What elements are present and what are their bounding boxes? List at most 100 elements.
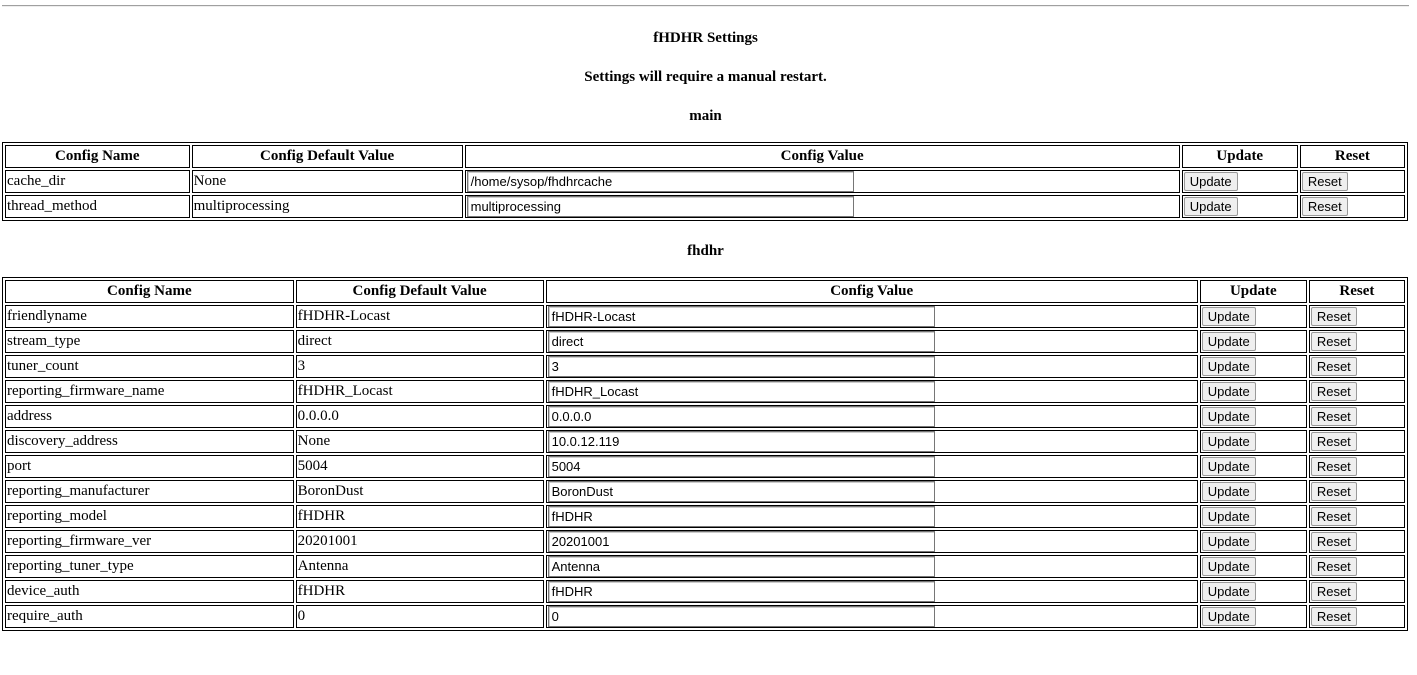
config-value-input[interactable]: fHDHR-Locast <box>547 306 935 327</box>
update-button[interactable]: Update <box>1201 507 1256 526</box>
config-value-input[interactable]: 5004 <box>547 456 935 477</box>
column-header: Config Value <box>464 145 1180 168</box>
config-value-input[interactable]: fHDHR <box>547 506 935 527</box>
config-default-value: 0 <box>295 605 544 628</box>
config-name: cache_dir <box>5 170 190 193</box>
reset-button[interactable]: Reset <box>1310 382 1357 401</box>
update-cell: Update <box>1199 330 1307 353</box>
config-value-input[interactable]: 0.0.0.0 <box>547 406 935 427</box>
update-button[interactable]: Update <box>1201 382 1256 401</box>
update-button[interactable]: Update <box>1201 607 1256 626</box>
update-button[interactable]: Update <box>1201 332 1256 351</box>
table-row: reporting_firmware_name fHDHR_Locast fHD… <box>5 380 1405 403</box>
config-value-input[interactable]: 3 <box>547 356 935 377</box>
config-name: tuner_count <box>5 355 294 378</box>
config-default-value: BoronDust <box>295 480 544 503</box>
config-value-cell: /home/sysop/fhdhrcache <box>464 170 1180 193</box>
reset-button[interactable]: Reset <box>1310 332 1357 351</box>
reset-button[interactable]: Reset <box>1310 507 1357 526</box>
config-value-input[interactable]: 10.0.12.119 <box>547 431 935 452</box>
update-button[interactable]: Update <box>1201 582 1256 601</box>
reset-button[interactable]: Reset <box>1310 482 1357 501</box>
reset-button[interactable]: Reset <box>1310 457 1357 476</box>
config-name: reporting_model <box>5 505 294 528</box>
config-value-input[interactable]: direct <box>547 331 935 352</box>
update-button[interactable]: Update <box>1201 432 1256 451</box>
reset-cell: Reset <box>1308 480 1405 503</box>
config-value-input[interactable]: 20201001 <box>547 531 935 552</box>
reset-cell: Reset <box>1308 305 1405 328</box>
config-value-input[interactable]: Antenna <box>547 556 935 577</box>
config-value-cell: fHDHR_Locast <box>545 380 1198 403</box>
section-title-fhdhr: fhdhr <box>687 243 724 259</box>
column-header: Config Default Value <box>295 280 544 303</box>
config-default-value: Antenna <box>295 555 544 578</box>
config-name: require_auth <box>5 605 294 628</box>
reset-cell: Reset <box>1308 430 1405 453</box>
update-button[interactable]: Update <box>1183 172 1238 191</box>
config-value-input[interactable]: multiprocessing <box>466 196 854 217</box>
column-header: Config Name <box>5 145 190 168</box>
reset-cell: Reset <box>1308 580 1405 603</box>
update-button[interactable]: Update <box>1201 557 1256 576</box>
update-cell: Update <box>1199 430 1307 453</box>
reset-button[interactable]: Reset <box>1301 197 1348 216</box>
table-row: thread_method multiprocessing multiproce… <box>5 195 1405 218</box>
reset-button[interactable]: Reset <box>1310 357 1357 376</box>
reset-button[interactable]: Reset <box>1310 582 1357 601</box>
config-value-input[interactable]: fHDHR <box>547 581 935 602</box>
config-name: thread_method <box>5 195 190 218</box>
config-default-value: 5004 <box>295 455 544 478</box>
config-name: reporting_tuner_type <box>5 555 294 578</box>
config-name: reporting_manufacturer <box>5 480 294 503</box>
config-value-input[interactable]: fHDHR_Locast <box>547 381 935 402</box>
config-value-input[interactable]: BoronDust <box>547 481 935 502</box>
update-button[interactable]: Update <box>1201 532 1256 551</box>
reset-button[interactable]: Reset <box>1310 607 1357 626</box>
reset-cell: Reset <box>1308 505 1405 528</box>
config-default-value: multiprocessing <box>191 195 463 218</box>
reset-button[interactable]: Reset <box>1310 557 1357 576</box>
reset-cell: Reset <box>1299 170 1405 193</box>
config-name: reporting_firmware_ver <box>5 530 294 553</box>
update-button[interactable]: Update <box>1201 307 1256 326</box>
reset-cell: Reset <box>1308 405 1405 428</box>
reset-button[interactable]: Reset <box>1310 307 1357 326</box>
reset-cell: Reset <box>1299 195 1405 218</box>
update-cell: Update <box>1199 480 1307 503</box>
config-value-input[interactable]: /home/sysop/fhdhrcache <box>466 171 854 192</box>
table-row: reporting_model fHDHR fHDHR Update Reset <box>5 505 1405 528</box>
config-value-input[interactable]: 0 <box>547 606 935 627</box>
update-cell: Update <box>1199 505 1307 528</box>
reset-cell: Reset <box>1308 330 1405 353</box>
table-row: cache_dir None /home/sysop/fhdhrcache Up… <box>5 170 1405 193</box>
column-header: Update <box>1199 280 1307 303</box>
reset-cell: Reset <box>1308 455 1405 478</box>
restart-notice: Settings will require a manual restart. <box>584 69 827 85</box>
config-default-value: None <box>295 430 544 453</box>
config-default-value: 20201001 <box>295 530 544 553</box>
table-row: reporting_firmware_ver 20201001 20201001… <box>5 530 1405 553</box>
config-value-cell: Antenna <box>545 555 1198 578</box>
update-button[interactable]: Update <box>1201 457 1256 476</box>
config-name: device_auth <box>5 580 294 603</box>
config-value-cell: 10.0.12.119 <box>545 430 1198 453</box>
update-button[interactable]: Update <box>1201 357 1256 376</box>
reset-button[interactable]: Reset <box>1310 532 1357 551</box>
update-cell: Update <box>1199 555 1307 578</box>
update-cell: Update <box>1199 605 1307 628</box>
reset-button[interactable]: Reset <box>1310 407 1357 426</box>
update-cell: Update <box>1181 195 1298 218</box>
update-button[interactable]: Update <box>1201 407 1256 426</box>
update-cell: Update <box>1199 355 1307 378</box>
update-button[interactable]: Update <box>1201 482 1256 501</box>
reset-cell: Reset <box>1308 605 1405 628</box>
config-name: reporting_firmware_name <box>5 380 294 403</box>
update-cell: Update <box>1199 305 1307 328</box>
reset-cell: Reset <box>1308 355 1405 378</box>
update-button[interactable]: Update <box>1183 197 1238 216</box>
reset-button[interactable]: Reset <box>1301 172 1348 191</box>
column-header: Config Value <box>545 280 1198 303</box>
table-row: port 5004 5004 Update Reset <box>5 455 1405 478</box>
reset-button[interactable]: Reset <box>1310 432 1357 451</box>
